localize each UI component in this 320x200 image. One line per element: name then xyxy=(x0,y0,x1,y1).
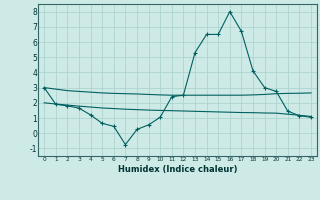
X-axis label: Humidex (Indice chaleur): Humidex (Indice chaleur) xyxy=(118,165,237,174)
